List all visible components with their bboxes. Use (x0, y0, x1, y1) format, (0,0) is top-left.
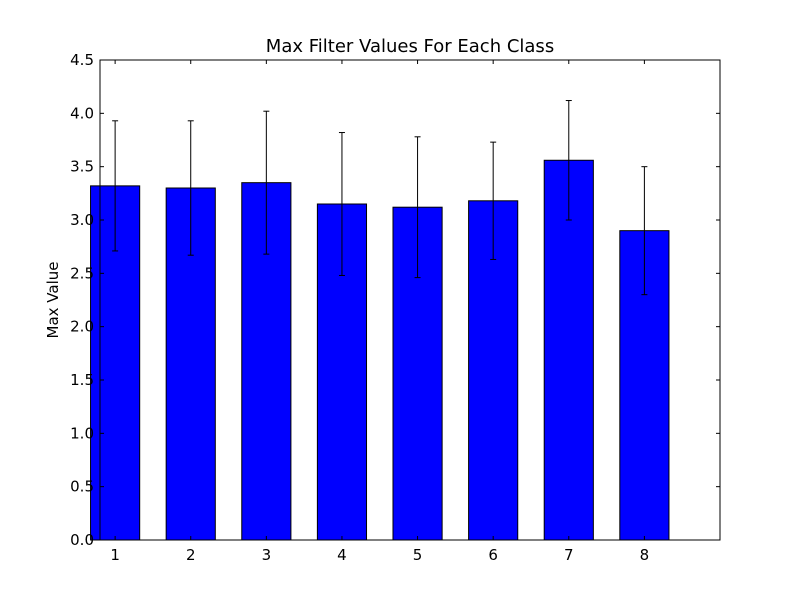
x-tick-label: 5 (413, 546, 423, 564)
x-tick-label: 6 (488, 546, 498, 564)
y-axis: 0.0 0.5 1.0 1.5 2.0 2.5 3.0 3.5 4.0 4.5 (70, 51, 720, 549)
plot-area (99, 59, 721, 541)
error-bar-7 (565, 100, 572, 221)
error-bar-3 (263, 110, 270, 255)
y-tick-label: 3.0 (70, 211, 94, 229)
y-tick-label: 3.5 (70, 158, 94, 176)
error-bar-6 (490, 141, 497, 260)
y-axis-label: Max Value (44, 262, 62, 339)
error-bar-5 (414, 136, 421, 279)
y-tick-label: 0.0 (70, 531, 94, 549)
y-tick-label: 4.5 (70, 51, 94, 69)
y-tick-label: 1.5 (70, 371, 94, 389)
error-bar-4 (338, 132, 345, 276)
y-tick-label: 0.5 (70, 478, 94, 496)
x-tick-label: 8 (640, 546, 650, 564)
y-tick-label: 2.5 (70, 264, 94, 282)
y-tick-label: 1.0 (70, 424, 94, 442)
x-tick-label: 7 (564, 546, 574, 564)
error-bar-2 (187, 120, 194, 256)
x-tick-label: 2 (186, 546, 196, 564)
y-tick-label: 2.0 (70, 318, 94, 336)
error-bar-8 (641, 166, 648, 296)
chart-title: Max Filter Values For Each Class (266, 36, 554, 57)
error-bars-group (112, 100, 648, 296)
y-tick-label: 4.0 (70, 104, 94, 122)
x-tick-label: 4 (337, 546, 347, 564)
x-tick-label: 3 (262, 546, 272, 564)
x-axis: 1 2 3 4 5 6 7 8 (110, 60, 649, 564)
error-bar-1 (112, 120, 119, 252)
x-tick-label: 1 (110, 546, 120, 564)
bars-group (90, 159, 670, 541)
